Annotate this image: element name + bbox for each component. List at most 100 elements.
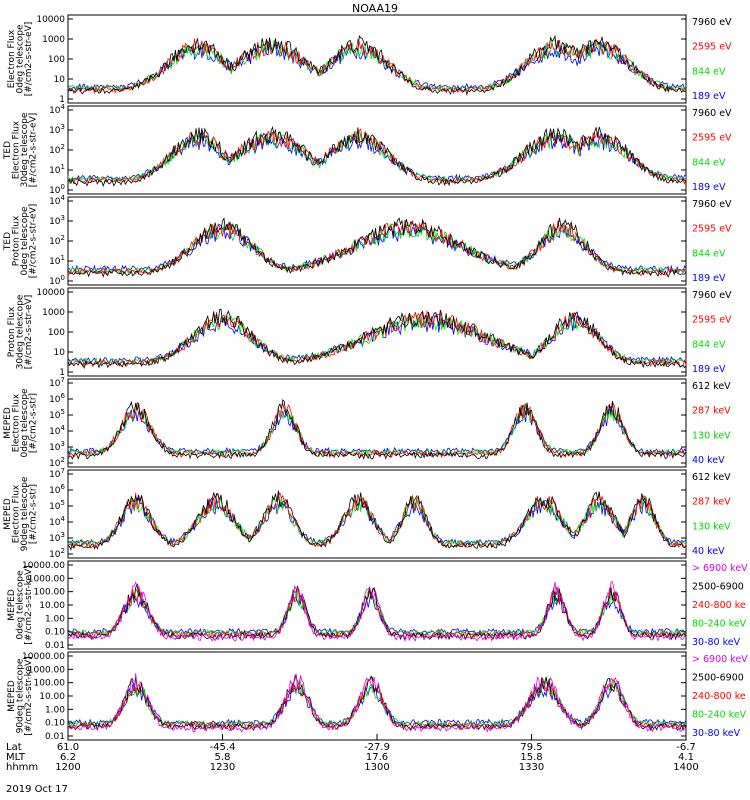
series-trace bbox=[67, 586, 687, 640]
legend-entry: 287 keV bbox=[692, 406, 731, 417]
y-axis-label: MEPED bbox=[3, 498, 13, 530]
y-axis-label: Proton Flux bbox=[12, 215, 22, 266]
y-tick-label: 1 bbox=[59, 95, 65, 105]
series-trace bbox=[67, 405, 687, 456]
series-trace bbox=[67, 315, 687, 365]
y-axis-label: Proton Flux bbox=[7, 306, 17, 357]
legend-entry: 844 eV bbox=[692, 66, 726, 77]
series-trace bbox=[67, 497, 687, 547]
y-tick-label: 100 bbox=[48, 328, 65, 338]
y-tick-label: 1.00 bbox=[45, 614, 65, 624]
y-tick-label: 0.10 bbox=[45, 628, 65, 638]
x-tick-label: 4.1 bbox=[678, 752, 694, 763]
series-trace bbox=[67, 313, 687, 366]
series-trace bbox=[67, 404, 687, 458]
series-trace bbox=[67, 34, 687, 96]
y-tick-label: 102 bbox=[49, 143, 65, 156]
y-axis-label: 0deg telescope bbox=[16, 24, 26, 94]
y-tick-label: 105 bbox=[49, 408, 65, 421]
y-tick-label: 1000.00 bbox=[28, 574, 65, 584]
y-axis-label: [#/cm2-s-str-eV] bbox=[24, 295, 34, 370]
x-row-label: hhmm bbox=[6, 762, 38, 773]
legend-entry: 844 eV bbox=[692, 248, 726, 259]
series-trace bbox=[67, 130, 687, 185]
x-tick-label: 1300 bbox=[364, 762, 389, 773]
y-tick-label: 100 bbox=[48, 55, 65, 65]
y-axis-label: 90deg telescope bbox=[16, 658, 26, 733]
x-tick-label: -27.9 bbox=[364, 742, 390, 753]
x-tick-label: 17.6 bbox=[366, 752, 388, 763]
y-tick-label: 1000 bbox=[42, 35, 65, 45]
y-tick-label: 104 bbox=[49, 515, 65, 528]
legend-entry: 7960 eV bbox=[692, 199, 732, 210]
panel-frame bbox=[67, 469, 687, 559]
legend-entry: 189 eV bbox=[692, 182, 726, 193]
y-tick-label: 0.01 bbox=[45, 732, 65, 742]
y-tick-label: 101 bbox=[49, 254, 65, 267]
legend-entry: 2595 eV bbox=[692, 133, 732, 144]
y-tick-label: 100 bbox=[49, 274, 65, 287]
legend-entry: 80-240 keV bbox=[692, 619, 747, 630]
panel-8: 10000.00 1000.00 100.00 10.00 1.00 0.10 0.01 ME… bbox=[7, 651, 748, 742]
x-tick-label: 1230 bbox=[210, 762, 235, 773]
y-axis-label: 0deg telescope bbox=[20, 388, 30, 458]
y-axis-label: 30deg telescope bbox=[16, 294, 26, 369]
y-axis-label: [#/cm2-s-str-keV] bbox=[24, 656, 34, 735]
x-row-label: Lat bbox=[6, 742, 22, 753]
legend-entry: 2500-6900 bbox=[692, 582, 744, 593]
y-tick-label: 1 bbox=[59, 368, 65, 378]
x-tick-label: 5.8 bbox=[215, 752, 231, 763]
y-axis-label: [#/cm2-s-str] bbox=[29, 484, 39, 544]
legend-entry: 189 eV bbox=[692, 91, 726, 102]
y-tick-label: 0.10 bbox=[45, 719, 65, 729]
legend-entry: 7960 eV bbox=[692, 108, 732, 119]
series-trace bbox=[67, 217, 687, 278]
y-tick-label: 103 bbox=[49, 531, 65, 544]
legend-entry: 40 keV bbox=[692, 546, 725, 557]
y-tick-label: 104 bbox=[49, 424, 65, 437]
series-trace bbox=[67, 220, 687, 277]
y-tick-label: 10000.00 bbox=[22, 652, 65, 662]
panel-frame bbox=[67, 196, 687, 286]
y-tick-label: 105 bbox=[49, 499, 65, 512]
y-axis-label: MEPED bbox=[3, 407, 13, 439]
legend-entry: 2595 eV bbox=[692, 42, 732, 53]
y-axis-label: [#/cm2-s-str-eV] bbox=[29, 204, 39, 279]
y-tick-label: 100.00 bbox=[34, 588, 66, 598]
y-axis-label: 90deg telescope bbox=[20, 476, 30, 551]
y-tick-label: 102 bbox=[49, 234, 65, 247]
legend-entry: 7960 eV bbox=[692, 17, 732, 28]
legend-entry: > 6900 keV bbox=[692, 563, 748, 574]
y-tick-label: 106 bbox=[49, 392, 65, 405]
legend-entry: 2595 eV bbox=[692, 315, 732, 326]
y-tick-label: 106 bbox=[49, 483, 65, 496]
chart-title: NOAA19 bbox=[352, 2, 398, 15]
legend-entry: > 6900 keV bbox=[692, 654, 748, 665]
y-tick-label: 102 bbox=[49, 547, 65, 560]
x-tick-label: 1200 bbox=[55, 762, 80, 773]
series-trace bbox=[67, 398, 687, 461]
x-tick-label: 79.5 bbox=[520, 742, 542, 753]
legend-entry: 189 eV bbox=[692, 273, 726, 284]
legend-entry: 80-240 keV bbox=[692, 710, 747, 721]
series-trace bbox=[67, 491, 687, 549]
y-axis-label: [#/cm2-s-str-eV] bbox=[24, 22, 34, 97]
y-axis-label: MEPED bbox=[7, 680, 17, 712]
y-axis-label: [#/cm2-s-str] bbox=[29, 393, 39, 453]
y-tick-label: 1000.00 bbox=[28, 665, 65, 675]
series-trace bbox=[67, 583, 687, 641]
series-trace bbox=[67, 221, 687, 275]
y-tick-label: 10.00 bbox=[39, 601, 65, 611]
series-trace bbox=[67, 490, 687, 552]
y-axis-label: [#/cm2-s-str-keV] bbox=[24, 565, 34, 644]
series-trace bbox=[67, 581, 687, 643]
legend-entry: 287 keV bbox=[692, 497, 731, 508]
y-tick-label: 0.01 bbox=[45, 641, 65, 651]
x-tick-label: 1330 bbox=[519, 762, 544, 773]
legend-entry: 240-800 ke bbox=[692, 691, 746, 702]
series-trace bbox=[67, 308, 687, 370]
